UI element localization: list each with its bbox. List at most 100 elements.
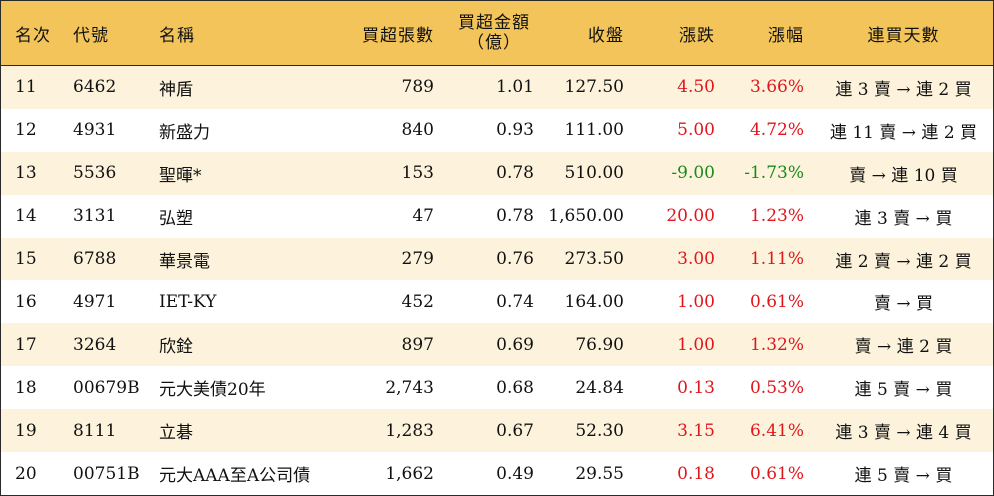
cell-net-lots: 897 — [401, 334, 434, 355]
cell-pct: 1.11% — [749, 249, 804, 270]
table-row: 17 3264 欣銓 897 0.69 76.90 1.00 1.32% 賣 → 連 2 買 — [1, 323, 993, 367]
cell-streak: 連 3 賣 → 連 4 買 — [835, 423, 972, 444]
cell-name: 神盾 — [159, 79, 193, 100]
cell-code: 4971 — [73, 291, 117, 312]
cell-rank: 17 — [15, 334, 37, 355]
cell-change: 1.00 — [677, 291, 715, 312]
table-row: 16 4971 IET-KY 452 0.74 164.00 1.00 0.61% 賣 → 買 — [1, 280, 993, 324]
cell-close: 273.50 — [564, 249, 624, 270]
cell-close: 111.00 — [564, 120, 624, 141]
cell-code: 4931 — [73, 120, 117, 141]
cell-close: 24.84 — [575, 377, 624, 398]
table-row: 13 5536 聖暉* 153 0.78 510.00 -9.00 -1.73% 賣 → 連 1… — [1, 151, 993, 195]
cell-name: 欣銓 — [159, 337, 193, 358]
cell-pct: 6.41% — [749, 420, 804, 441]
header-name: 名稱 — [159, 25, 195, 46]
cell-close: 76.90 — [575, 334, 624, 355]
cell-streak: 連 3 賣 → 買 — [854, 208, 953, 229]
table-row: 14 3131 弘塑 47 0.78 1,650.00 20.00 1.23% 連 3 賣 → … — [1, 194, 993, 238]
cell-net-lots: 452 — [401, 291, 434, 312]
header-net-amount-line2: （億） — [467, 33, 521, 53]
cell-pct: -1.73% — [744, 163, 804, 184]
cell-change: 5.00 — [677, 120, 715, 141]
cell-change: -9.00 — [671, 163, 715, 184]
cell-change: 1.00 — [677, 334, 715, 355]
cell-streak: 賣 → 買 — [873, 294, 934, 315]
cell-pct: 1.23% — [749, 206, 804, 227]
header-net-amount: 買超金額 （億） — [451, 1, 537, 65]
cell-name: 新盛力 — [159, 122, 210, 143]
cell-change: 3.00 — [677, 249, 715, 270]
cell-net-amount: 0.93 — [496, 120, 534, 141]
header-rank: 名次 — [15, 25, 51, 46]
cell-streak: 連 11 賣 → 連 2 買 — [829, 122, 978, 143]
cell-rank: 15 — [15, 249, 37, 270]
cell-rank: 14 — [15, 206, 37, 227]
cell-net-lots: 279 — [401, 249, 434, 270]
cell-net-amount: 0.76 — [496, 249, 534, 270]
table-row: 20 00751B 元大AAA至A公司債 1,662 0.49 29.55 0.18 0.61… — [1, 452, 993, 495]
cell-change: 0.18 — [677, 463, 715, 484]
cell-streak: 連 2 賣 → 連 2 買 — [835, 251, 972, 272]
cell-close: 127.50 — [564, 77, 624, 98]
table-row: 11 6462 神盾 789 1.01 127.50 4.50 3.66% 連 3 賣 → 連 … — [1, 66, 993, 109]
header-net-lots: 買超張數 — [362, 25, 434, 46]
header-code: 代號 — [73, 25, 109, 46]
cell-streak: 賣 → 連 10 買 — [849, 165, 958, 186]
cell-pct: 0.61% — [749, 463, 804, 484]
cell-rank: 12 — [15, 120, 37, 141]
cell-code: 8111 — [73, 420, 117, 441]
cell-net-amount: 0.49 — [496, 463, 534, 484]
cell-change: 3.15 — [677, 420, 715, 441]
cell-rank: 19 — [15, 420, 37, 441]
cell-pct: 4.72% — [749, 120, 804, 141]
cell-name: 華景電 — [159, 251, 210, 272]
cell-code: 6788 — [73, 249, 117, 270]
cell-close: 1,650.00 — [548, 206, 624, 227]
cell-net-amount: 0.78 — [496, 206, 534, 227]
header-close: 收盤 — [588, 25, 624, 46]
cell-name: 立碁 — [159, 423, 193, 444]
cell-streak: 賣 → 連 2 買 — [854, 337, 953, 358]
cell-net-amount: 0.67 — [496, 420, 534, 441]
cell-streak: 連 5 賣 → 買 — [854, 380, 953, 401]
cell-code: 00751B — [73, 463, 140, 484]
cell-streak: 連 5 賣 → 買 — [854, 466, 953, 487]
cell-name: 元大AAA至A公司債 — [159, 466, 311, 487]
cell-change: 20.00 — [666, 206, 715, 227]
cell-streak: 連 3 賣 → 連 2 買 — [835, 79, 972, 100]
header-pct: 漲幅 — [768, 25, 804, 46]
cell-net-amount: 1.01 — [496, 77, 534, 98]
cell-code: 3131 — [73, 206, 117, 227]
cell-rank: 13 — [15, 163, 37, 184]
cell-code: 00679B — [73, 377, 140, 398]
table-row: 19 8111 立碁 1,283 0.67 52.30 3.15 6.41% 連 3 賣 → 連… — [1, 409, 993, 453]
cell-close: 164.00 — [564, 291, 624, 312]
cell-pct: 0.53% — [749, 377, 804, 398]
cell-rank: 11 — [15, 77, 37, 98]
cell-net-lots: 47 — [412, 206, 434, 227]
cell-net-lots: 1,283 — [385, 420, 434, 441]
cell-change: 4.50 — [677, 77, 715, 98]
cell-code: 6462 — [73, 77, 117, 98]
table-header: 名次 代號 名稱 買超張數 買超金額 （億） 收盤 漲跌 漲幅 連買天數 — [1, 1, 993, 66]
cell-name: 元大美債20年 — [159, 380, 266, 401]
cell-close: 52.30 — [575, 420, 624, 441]
cell-pct: 3.66% — [749, 77, 804, 98]
cell-pct: 1.32% — [749, 334, 804, 355]
cell-net-amount: 0.68 — [496, 377, 534, 398]
cell-net-amount: 0.69 — [496, 334, 534, 355]
cell-name: 聖暉* — [159, 165, 202, 186]
table-row: 18 00679B 元大美債20年 2,743 0.68 24.84 0.13 0.53% 連 … — [1, 366, 993, 410]
cell-rank: 20 — [15, 463, 37, 484]
cell-net-amount: 0.78 — [496, 163, 534, 184]
cell-code: 3264 — [73, 334, 117, 355]
cell-name: 弘塑 — [159, 208, 193, 229]
table-row: 12 4931 新盛力 840 0.93 111.00 5.00 4.72% 連 11 賣 → … — [1, 108, 993, 152]
cell-code: 5536 — [73, 163, 117, 184]
cell-pct: 0.61% — [749, 291, 804, 312]
cell-net-amount: 0.74 — [496, 291, 534, 312]
cell-net-lots: 840 — [401, 120, 434, 141]
header-net-amount-line1: 買超金額 — [458, 13, 530, 33]
